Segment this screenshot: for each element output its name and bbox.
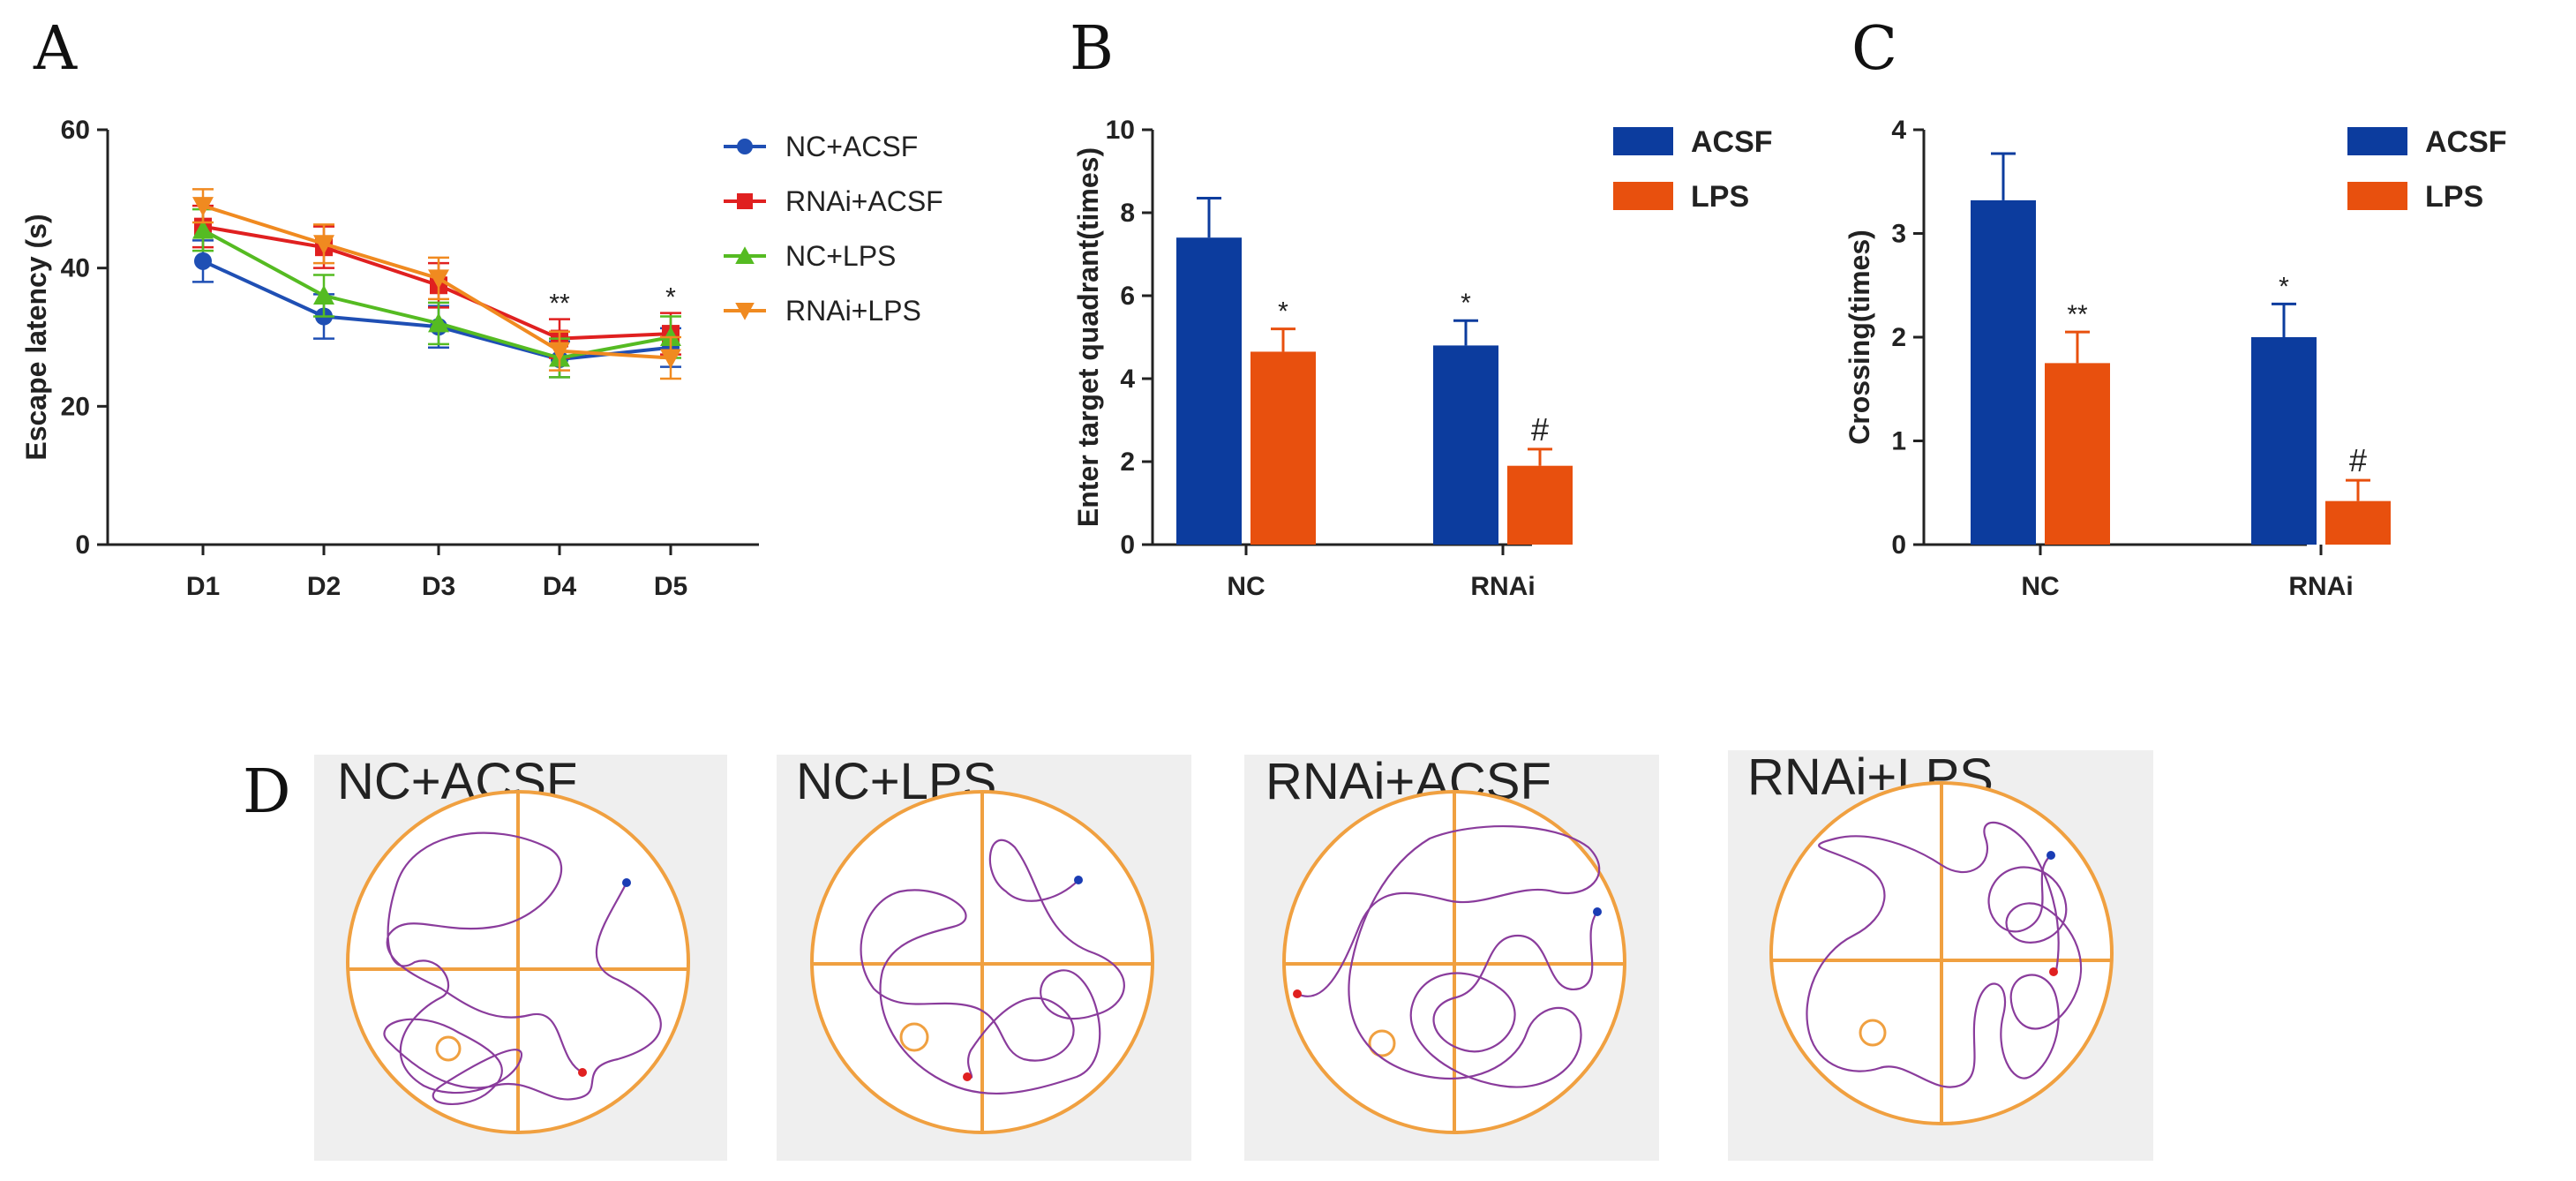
platform-circle bbox=[1368, 1029, 1396, 1057]
track-panel-rnai-acsf: RNAi+ACSF bbox=[1244, 753, 1659, 1161]
legend-label: RNAi+ACSF bbox=[785, 185, 943, 217]
x-tick-label: RNAi bbox=[2288, 572, 2353, 601]
legend-swatch bbox=[2347, 182, 2407, 210]
series-marker bbox=[549, 342, 570, 362]
end-point bbox=[2049, 967, 2058, 976]
y-tick-label: 2 bbox=[1120, 448, 1135, 477]
bar-lps-nc bbox=[2045, 363, 2110, 545]
start-point bbox=[1074, 876, 1083, 884]
series-marker bbox=[192, 197, 214, 217]
end-point bbox=[1293, 989, 1302, 998]
bar-acsf-rnai bbox=[2251, 337, 2317, 545]
series-marker bbox=[737, 139, 753, 154]
target-quadrant-chart: 0 2 4 6 8 10 NC RNAi Enter target quadrant(times… bbox=[1072, 116, 1773, 601]
legend-label: NC+LPS bbox=[785, 240, 896, 272]
bar-acsf-rnai bbox=[1433, 345, 1498, 545]
legend-swatch bbox=[2347, 127, 2407, 155]
legend-swatch bbox=[1613, 127, 1673, 155]
swim-path bbox=[383, 831, 662, 1105]
x-tick-label: D1 bbox=[186, 572, 220, 601]
y-axis-title: Escape latency (s) bbox=[20, 214, 52, 460]
significance-mark: ** bbox=[549, 290, 570, 319]
significance-mark: ** bbox=[2067, 300, 2088, 329]
y-tick-label: 2 bbox=[1891, 323, 1906, 352]
y-tick-label: 0 bbox=[75, 530, 90, 560]
significance-mark: * bbox=[1461, 289, 1471, 318]
swim-path bbox=[1806, 821, 2083, 1088]
bar-lps-rnai bbox=[1507, 465, 1573, 545]
panel-letter-a: A bbox=[33, 14, 78, 84]
legend-label: ACSF bbox=[1691, 125, 1773, 159]
series-marker bbox=[313, 285, 334, 305]
platform-circle bbox=[435, 1035, 462, 1062]
y-tick-label: 20 bbox=[61, 392, 90, 421]
series-rnai-lps bbox=[192, 188, 681, 380]
y-tick-label: 8 bbox=[1120, 199, 1135, 228]
series-marker bbox=[735, 303, 755, 320]
start-point bbox=[1593, 907, 1602, 916]
series-nc-acsf bbox=[192, 239, 681, 379]
legend-label: NC+ACSF bbox=[785, 131, 918, 162]
y-tick-label: 0 bbox=[1120, 530, 1135, 560]
end-point bbox=[578, 1068, 587, 1077]
series-marker bbox=[660, 349, 681, 369]
bar-acsf-nc bbox=[1971, 199, 2036, 545]
series-marker bbox=[428, 269, 449, 290]
x-tick-label: RNAi bbox=[1470, 572, 1535, 601]
swim-path bbox=[860, 839, 1125, 1094]
y-tick-label: 4 bbox=[1891, 116, 1906, 145]
hash-mark: # bbox=[1531, 411, 1549, 448]
y-tick-label: 1 bbox=[1891, 427, 1906, 456]
bar-lps-rnai bbox=[2325, 500, 2391, 545]
significance-mark: * bbox=[2279, 272, 2289, 301]
series-marker bbox=[735, 246, 755, 264]
panel-letter-c: C bbox=[1851, 14, 1897, 84]
panel-letter-d: D bbox=[243, 757, 291, 827]
y-tick-label: 6 bbox=[1120, 282, 1135, 311]
significance-mark: * bbox=[1278, 297, 1288, 327]
y-tick-label: 60 bbox=[61, 116, 90, 145]
series-marker bbox=[428, 312, 449, 333]
x-tick-label: D4 bbox=[543, 572, 577, 601]
track-panel-nc-acsf: NC+ACSF bbox=[314, 753, 727, 1161]
legend-swatch bbox=[1613, 182, 1673, 210]
bar-acsf-nc bbox=[1176, 237, 1242, 545]
legend-label: RNAi+LPS bbox=[785, 295, 921, 327]
platform-circle bbox=[899, 1022, 929, 1052]
y-axis-title: Enter target quadrant(times) bbox=[1072, 147, 1104, 527]
track-panel-rnai-lps: RNAi+LPS bbox=[1728, 748, 2153, 1161]
hash-mark: # bbox=[2349, 442, 2367, 478]
x-tick-label: NC bbox=[1227, 572, 1265, 601]
legend-label: LPS bbox=[2425, 180, 2483, 214]
y-tick-label: 3 bbox=[1891, 220, 1906, 249]
x-tick-label: D5 bbox=[654, 572, 687, 601]
series-marker bbox=[192, 219, 214, 239]
series-marker bbox=[737, 193, 753, 209]
start-point bbox=[2047, 851, 2055, 860]
start-point bbox=[622, 878, 631, 887]
legend-label: ACSF bbox=[2425, 125, 2507, 159]
legend-label: LPS bbox=[1691, 180, 1749, 214]
swim-path bbox=[1296, 824, 1601, 1088]
y-tick-label: 40 bbox=[61, 254, 90, 283]
y-axis-title: Crossing(times) bbox=[1844, 229, 1875, 445]
bar-lps-nc bbox=[1250, 351, 1316, 545]
track-panel-nc-lps: NC+LPS bbox=[777, 753, 1191, 1161]
series-marker bbox=[313, 235, 334, 255]
y-tick-label: 4 bbox=[1120, 365, 1135, 394]
x-tick-label: D3 bbox=[422, 572, 455, 601]
y-tick-label: 10 bbox=[1106, 116, 1135, 145]
platform-circle bbox=[1859, 1019, 1887, 1047]
panel-letter-b: B bbox=[1070, 14, 1114, 84]
significance-mark: * bbox=[665, 283, 676, 312]
x-tick-label: NC bbox=[2021, 572, 2059, 601]
x-tick-label: D2 bbox=[307, 572, 341, 601]
series-marker bbox=[194, 252, 212, 270]
end-point bbox=[963, 1072, 972, 1081]
y-tick-label: 0 bbox=[1891, 530, 1906, 560]
